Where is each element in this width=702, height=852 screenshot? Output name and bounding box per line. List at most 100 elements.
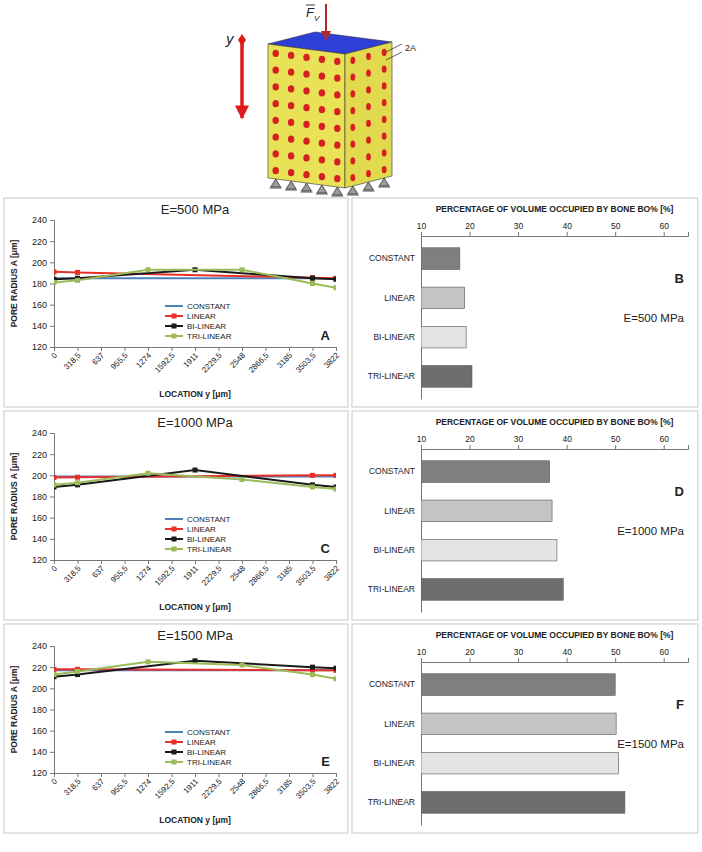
x-axis-tick-label: 3185 [275, 777, 294, 796]
legend-label: BI-LINEAR [187, 748, 226, 757]
x-axis-tick-mark [54, 773, 55, 777]
x-axis-tick-label: 3503,5 [294, 351, 318, 375]
x-axis-tick: 40 [562, 434, 572, 449]
x-axis-tick: 1274 [134, 347, 153, 370]
x-axis-tick-label: 2866,5 [247, 351, 271, 375]
legend-marker [172, 760, 177, 765]
x-axis-tick-mark [518, 445, 519, 449]
x-axis-line [55, 561, 337, 565]
x-axis-tick-mark [567, 445, 568, 449]
y-axis: 120140160180200220240 [32, 215, 55, 352]
x-axis-tick: 0 [50, 773, 60, 786]
x-axis-tick-label: 1592,5 [153, 777, 177, 801]
category-label: LINEAR [384, 293, 415, 303]
support [332, 187, 342, 195]
legend-marker [172, 527, 177, 532]
pore [303, 121, 309, 128]
y-axis-tick: 160 [32, 300, 54, 310]
x-axis-tick-label: 955,5 [109, 351, 130, 372]
y-axis-tick-mark [50, 305, 54, 306]
x-axis-tick: 30 [514, 221, 524, 236]
y-axis-tick-mark [50, 475, 54, 476]
specimen-diagram: FVy2A [225, 4, 416, 196]
legend-marker [172, 547, 177, 552]
x-axis-tick-mark [219, 347, 220, 351]
x-axis-line [55, 774, 337, 778]
chart-title: E=1500 MPa [157, 628, 233, 643]
y-axis-tick-mark [50, 454, 54, 455]
legend-label: TRI-LINEAR [187, 758, 232, 767]
y-axis-tick-mark [50, 220, 54, 221]
x-axis-tick-label: 1274 [134, 564, 153, 583]
x-axis-tick-mark [664, 232, 665, 236]
category-label: TRI-LINEAR [368, 797, 415, 807]
y-axis-tick-label: 220 [32, 450, 47, 460]
support-base [363, 191, 375, 192]
figure-svg: FVy2A 120140160180200220240 0318,5637955,5… [0, 0, 702, 852]
x-axis-tick-mark [336, 560, 337, 564]
x-axis-title: LOCATION y [μm] [159, 815, 231, 825]
y-axis-tick: 220 [32, 237, 54, 247]
y-axis-tick-label: 160 [32, 726, 47, 736]
y-axis: 120140160180200220240 [32, 641, 55, 778]
pore [334, 142, 340, 149]
y-axis-tick: 120 [32, 555, 54, 565]
pore [288, 85, 294, 92]
series-marker [334, 666, 337, 671]
x-axis: 102030405060 [417, 647, 689, 663]
y-axis-tick-mark [50, 262, 54, 263]
legend-label: LINEAR [187, 312, 216, 321]
legend-label: LINEAR [187, 738, 216, 747]
x-axis-tick-mark [101, 560, 102, 564]
x-axis-tick-label: 3822 [322, 564, 341, 583]
x-axis-tick-label: 318,5 [62, 351, 83, 372]
category-tick: LINEAR [384, 719, 421, 729]
category-label: BI-LINEAR [373, 545, 415, 555]
x-axis-tick-label: 10 [417, 647, 427, 657]
x-axis-tick-mark [242, 773, 243, 777]
y-axis-tick: 240 [32, 641, 54, 651]
x-axis-tick: 20 [465, 434, 475, 449]
plot-area [54, 658, 336, 681]
category-tick: LINEAR [384, 506, 421, 516]
x-axis-tick-label: 20 [465, 221, 475, 231]
legend-label: CONSTANT [187, 302, 231, 311]
pore [382, 82, 387, 89]
x-axis-tick-mark [219, 773, 220, 777]
series-marker [54, 672, 57, 677]
pore [319, 156, 325, 163]
legend-label: TRI-LINEAR [187, 332, 232, 341]
series-marker [75, 278, 80, 283]
y-axis-title: PORE RADIUS A [μm] [9, 239, 19, 327]
y-axis-tick: 180 [32, 279, 54, 289]
x-axis-tick-label: 318,5 [62, 564, 83, 585]
series-marker [334, 473, 337, 478]
legend-swatch [165, 518, 183, 520]
x-axis-tick-label: 1911 [182, 351, 201, 370]
y-axis-tick-mark [50, 433, 54, 434]
x-axis-tick: 3822 [322, 560, 341, 583]
pore [350, 107, 355, 114]
pore [303, 104, 309, 111]
annotation: E=1500 MPa [617, 738, 684, 750]
x-axis-tick-label: 955,5 [109, 777, 130, 798]
x-axis: 0318,5637955,512741592,519112229,5254828… [50, 347, 342, 375]
pore [334, 75, 340, 82]
x-axis-tick-label: 20 [465, 647, 475, 657]
x-axis-tick-label: 3822 [322, 351, 341, 370]
x-axis-tick-mark [289, 773, 290, 777]
category-label: LINEAR [384, 719, 415, 729]
x-axis-tick-label: 3822 [322, 777, 341, 796]
pore [288, 102, 294, 109]
y-axis-tick-mark [50, 497, 54, 498]
chart-title: PERCENTAGE OF VOLUME OCCUPIED BY BONE BO… [436, 417, 674, 427]
x-axis-tick-label: 0 [50, 777, 60, 787]
x-axis: 102030405060 [417, 221, 689, 237]
pore [350, 90, 355, 97]
x-axis-tick-mark [313, 773, 314, 777]
y-axis-tick-label: 160 [32, 300, 47, 310]
series-line [54, 270, 336, 288]
x-axis-line [422, 232, 689, 237]
x-axis: 102030405060 [417, 434, 689, 450]
support-base [378, 187, 390, 188]
